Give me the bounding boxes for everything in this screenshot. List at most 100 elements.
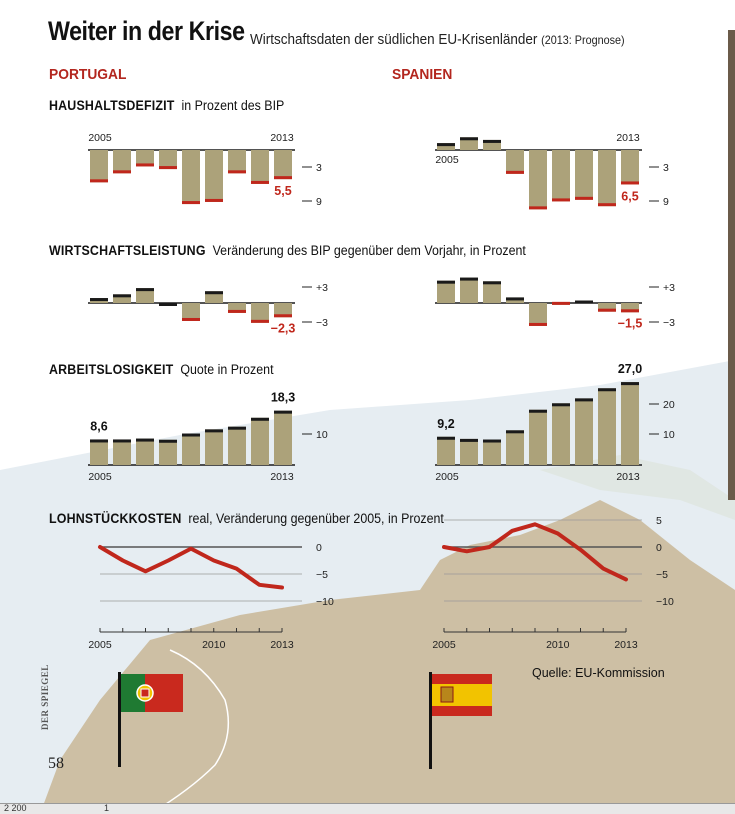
pt_gdp-bar-cap: [113, 294, 131, 298]
pt_ulc-xlabel: 2010: [202, 639, 226, 651]
pt_unemp-xlabel-start: 2005: [88, 471, 112, 483]
pt_gdp-bar-cap: [205, 291, 223, 295]
pt_unemp-bar-cap: [90, 439, 108, 443]
es_gdp-bar-cap: [483, 281, 501, 285]
pt_deficit-tick-label: 3: [316, 162, 322, 174]
es_gdp-bar: [437, 280, 455, 303]
es_ulc-xlabel: 2010: [546, 639, 570, 651]
pt_deficit-bar: [274, 150, 292, 180]
pt_gdp-bar: [251, 303, 269, 323]
pt_deficit-bar-cap: [251, 180, 269, 184]
publisher-logo: DER SPIEGEL: [40, 664, 50, 730]
land-shadow: [540, 455, 735, 520]
es_deficit-bar: [529, 150, 547, 210]
pt_gdp-value-label: −2,3: [271, 321, 296, 335]
es_deficit-bar: [552, 150, 570, 202]
es_ulc-tick-label: 0: [656, 542, 662, 554]
section-title: HAUSHALTSDEFIZIT: [49, 98, 175, 113]
iberian-peninsula: [40, 500, 735, 814]
es_unemp-tick-label: 10: [663, 429, 675, 441]
es_unemp-bar-cap: [552, 403, 570, 407]
pt_gdp-tick-label: −3: [316, 317, 328, 329]
es_deficit-bar-cap: [483, 139, 501, 143]
portugal-border: [149, 649, 230, 814]
pt_unemp-bar-cap: [228, 426, 246, 430]
pt_unemp-bar: [90, 439, 108, 465]
es_unemp-bar: [575, 398, 593, 465]
es_unemp-bar: [483, 439, 501, 465]
pt_ulc-xlabel: 2013: [270, 639, 294, 651]
pt_unemp-bar-cap: [136, 438, 154, 442]
pt_unemp-bar: [251, 417, 269, 465]
pt_ulc-tick-label: −5: [316, 569, 328, 581]
es_gdp-tick-label: −3: [663, 317, 675, 329]
pt_unemp-bar: [136, 438, 154, 465]
es_unemp-bar: [552, 403, 570, 465]
es_ulc-tick-label: 5: [656, 515, 662, 527]
portugal-flag: [118, 672, 183, 767]
es_gdp-bar-cap: [621, 309, 639, 313]
pt_gdp-bar-cap: [136, 288, 154, 292]
pt_unemp-bar-cap: [182, 433, 200, 437]
pt_gdp-bar-cap: [159, 303, 177, 306]
pt_deficit-bar: [251, 150, 269, 184]
es_gdp-bar-cap: [598, 308, 616, 312]
es_gdp-bar-cap: [506, 297, 524, 301]
pt_ulc-tick-label: 0: [316, 542, 322, 554]
es_deficit-bar-cap: [529, 206, 547, 210]
es_ulc-tick-label: −5: [656, 569, 668, 581]
pt_ulc-series-line: [98, 545, 284, 590]
pt_gdp-bar: [274, 303, 292, 318]
right-edge-photo: [728, 30, 735, 500]
es_ulc-xlabel: 2013: [614, 639, 638, 651]
source-credit: Quelle: EU-Kommission: [532, 666, 665, 680]
section-title: ARBEITSLOSIGKEIT: [49, 362, 174, 377]
spain-flag: [429, 672, 492, 769]
pt_unemp-first-label: 8,6: [90, 419, 107, 433]
pt_ulc-tick-label: −10: [316, 596, 334, 608]
pt_unemp-bar: [113, 439, 131, 465]
pt_unemp-xlabel-end: 2013: [270, 471, 294, 483]
pt_unemp-bar: [182, 433, 200, 465]
pt_gdp-bar-cap: [90, 298, 108, 302]
pt_unemp-bar: [159, 439, 177, 465]
pt_deficit-bar-cap: [205, 198, 223, 202]
es_deficit-bar-cap: [575, 196, 593, 200]
section-title: LOHNSTÜCKKOSTEN: [49, 511, 182, 526]
es_deficit-tick-label: 3: [663, 162, 669, 174]
pt_gdp-bar: [136, 288, 154, 303]
pt_gdp-bar: [113, 294, 131, 303]
es_gdp-tick-label: +3: [663, 282, 675, 294]
es_unemp-bar-cap: [460, 438, 478, 442]
es_unemp-first-label: 9,2: [437, 417, 454, 431]
es_gdp-bar-cap: [460, 277, 478, 281]
es_deficit-bar-cap: [506, 170, 524, 174]
es_deficit-bar: [460, 137, 478, 150]
status-bar: 2 200 1: [0, 803, 735, 814]
subtitle-note: (2013: Prognose): [541, 33, 625, 47]
pt_gdp-bar-cap: [182, 317, 200, 321]
pt_deficit-bar-cap: [136, 163, 154, 167]
es_unemp-xlabel-start: 2005: [435, 471, 459, 483]
es_deficit-value-label: 6,5: [621, 189, 638, 203]
es_gdp-bar-cap: [552, 301, 570, 305]
es_deficit-xlabel-start: 2005: [435, 154, 459, 166]
pt_deficit-xlabel-end: 2013: [270, 132, 294, 144]
es_gdp-value-label: −1,5: [618, 316, 643, 330]
pt_gdp-bar-cap: [251, 319, 269, 323]
page-number: 58: [48, 755, 64, 772]
es_deficit-xlabel-end: 2013: [616, 132, 640, 144]
es_deficit-bar: [598, 150, 616, 207]
pt_gdp-bar-cap: [228, 309, 246, 313]
es_unemp-bar: [506, 430, 524, 465]
es_deficit-bar: [506, 150, 524, 174]
es_gdp-bar: [598, 303, 616, 312]
pt_gdp-bar: [182, 303, 200, 321]
es_deficit-tick-label: 9: [663, 196, 669, 208]
page-title: Weiter in der Krise: [48, 16, 245, 46]
pt_unemp-bar-cap: [159, 439, 177, 443]
